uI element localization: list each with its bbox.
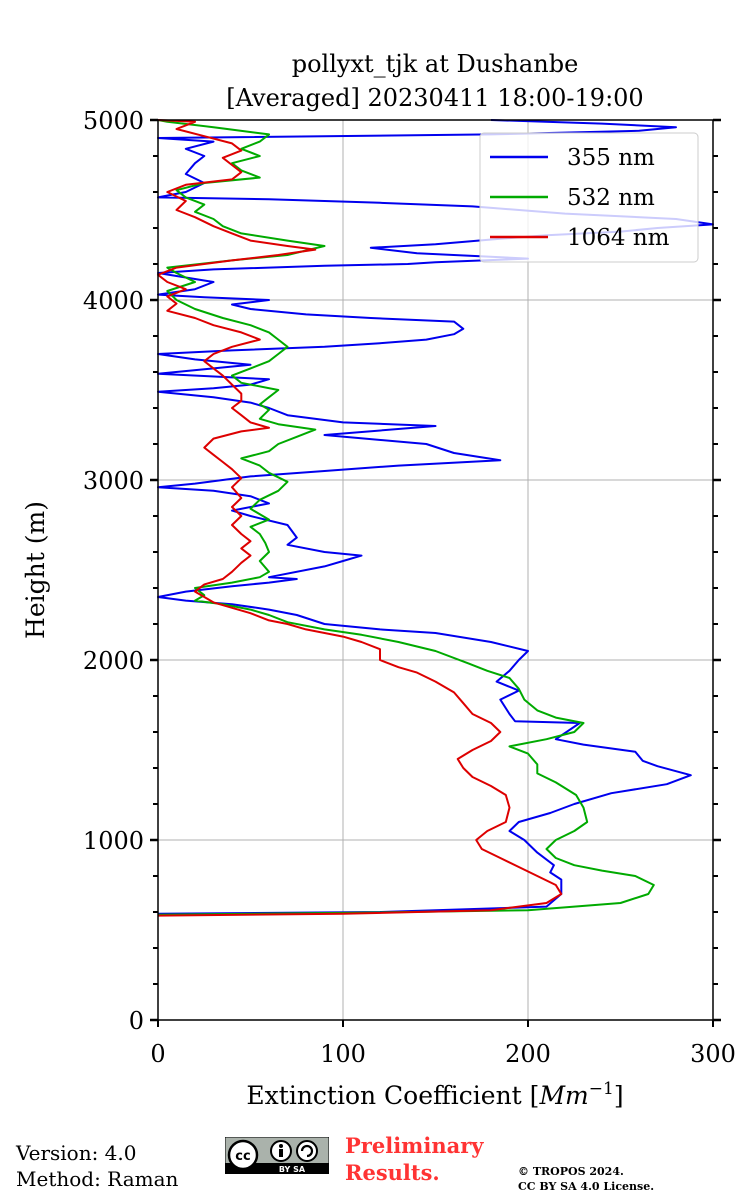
version-text: Version: 4.0	[16, 1141, 137, 1165]
x-tick-labels: 0 100 200 300	[150, 1040, 736, 1068]
legend-box	[479, 132, 699, 263]
copyright-line2: CC BY SA 4.0 License.	[518, 1180, 655, 1193]
copyright-line1: © TROPOS 2024.	[518, 1165, 624, 1178]
preliminary-line1: Preliminary	[345, 1133, 484, 1158]
x-axis-label: Extinction Coefficient [Mm−1]	[246, 1079, 623, 1110]
plot-frame	[157, 119, 714, 1021]
x-tick-label: 300	[690, 1040, 736, 1068]
y-tick-label: 3000	[83, 467, 144, 495]
axis-ticks	[150, 118, 721, 1027]
svg-text:cc: cc	[235, 1149, 250, 1164]
y-tick-label: 0	[129, 1007, 144, 1035]
y-tick-label: 5000	[83, 107, 144, 135]
x-tick-label: 0	[150, 1040, 165, 1068]
method-text: Method: Raman	[16, 1167, 179, 1191]
series-line-532-nm	[157, 119, 655, 916]
y-tick-label: 1000	[83, 827, 144, 855]
legend: 355 nm 532 nm 1064 nm	[479, 132, 699, 263]
chart-title-line1: pollyxt_tjk at Dushanbe	[292, 50, 579, 78]
chart-title-line2: [Averaged] 20230411 18:00-19:00	[226, 84, 643, 112]
legend-label: 355 nm	[567, 145, 655, 171]
y-tick-labels: 0 1000 2000 3000 4000 5000	[83, 107, 144, 1035]
svg-text:BY SA: BY SA	[279, 1165, 306, 1174]
preliminary-line2: Results.	[345, 1160, 440, 1185]
legend-label: 532 nm	[567, 185, 655, 211]
copyright-notice: © TROPOS 2024. CC BY SA 4.0 License.	[518, 1164, 654, 1194]
version-info: Version: 4.0 Method: Raman	[16, 1140, 178, 1192]
extinction-chart: pollyxt_tjk at Dushanbe [Averaged] 20230…	[21, 50, 736, 1110]
legend-label: 1064 nm	[567, 225, 670, 251]
cc-license-icon: cc BY SA	[225, 1137, 329, 1174]
x-tick-label: 200	[505, 1040, 551, 1068]
y-tick-label: 4000	[83, 287, 144, 315]
series-line-1064-nm	[157, 119, 563, 917]
x-tick-label: 100	[320, 1040, 366, 1068]
y-axis-label: Height (m)	[21, 501, 50, 639]
preliminary-notice: Preliminary Results.	[345, 1132, 484, 1186]
y-tick-label: 2000	[83, 647, 144, 675]
